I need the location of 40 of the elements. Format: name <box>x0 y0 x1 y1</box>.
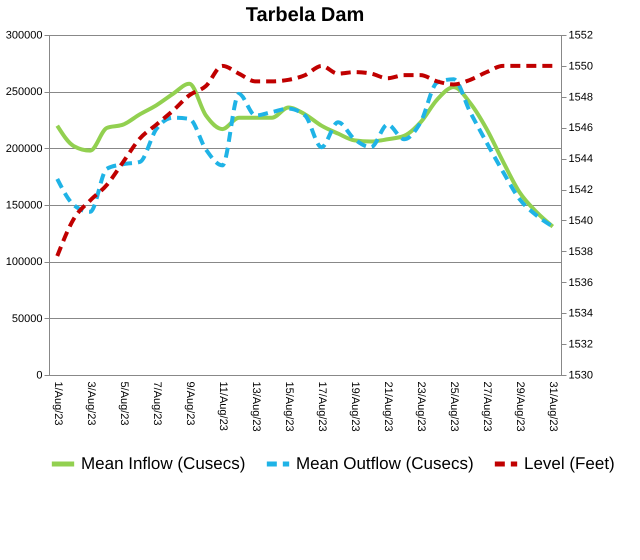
x-tick-label: 17/Aug/23 <box>316 382 328 432</box>
y2-tick-label: 1534 <box>568 308 593 320</box>
y2-tick-label: 1552 <box>568 30 593 42</box>
y-tick-label: 50000 <box>12 312 42 325</box>
x-tick-label: 21/Aug/23 <box>382 382 394 432</box>
y2-tick-label: 1544 <box>568 153 593 166</box>
y-tick-label: 0 <box>36 370 42 382</box>
x-tick-label: 7/Aug/23 <box>150 382 163 426</box>
chart-title: Tarbela Dam <box>246 4 364 26</box>
y2-tick-label: 1548 <box>568 91 593 104</box>
y2-tick-label: 1546 <box>568 122 593 134</box>
y-tick-label: 250000 <box>6 86 42 98</box>
y-tick-label: 150000 <box>6 200 42 212</box>
x-tick-label: 23/Aug/23 <box>415 382 428 432</box>
x-tick-label: 15/Aug/23 <box>282 382 295 432</box>
y2-tick-label: 1532 <box>568 338 593 351</box>
y-tick-label: 100000 <box>6 256 42 268</box>
x-tick-label: 3/Aug/23 <box>84 382 97 426</box>
x-tick-label: 9/Aug/23 <box>184 382 196 426</box>
x-tick-label: 31/Aug/23 <box>547 382 560 432</box>
x-tick-label: 11/Aug/23 <box>216 382 229 431</box>
x-tick-label: 13/Aug/23 <box>250 382 262 432</box>
y-tick-label: 200000 <box>6 142 42 155</box>
x-tick-label: 19/Aug/23 <box>349 382 362 432</box>
legend-label: Mean Inflow (Cusecs) <box>81 454 246 473</box>
x-tick-label: 29/Aug/23 <box>514 382 526 432</box>
x-tick-label: 27/Aug/23 <box>481 382 494 432</box>
y-tick-label: 300000 <box>6 30 42 42</box>
y2-tick-label: 1530 <box>568 370 593 382</box>
y2-tick-label: 1542 <box>568 184 593 196</box>
y2-tick-label: 1536 <box>568 276 593 289</box>
y2-tick-label: 1538 <box>568 246 593 258</box>
y2-tick-label: 1540 <box>568 214 593 227</box>
y2-tick-label: 1550 <box>568 60 593 72</box>
x-tick-label: 25/Aug/23 <box>448 382 460 432</box>
x-tick-label: 1/Aug/23 <box>52 382 64 426</box>
line-series <box>55 64 555 258</box>
legend-label: Mean Outflow (Cusecs) <box>296 454 474 473</box>
x-tick-label: 5/Aug/23 <box>118 382 130 426</box>
legend-label: Level (Feet) <box>524 454 615 473</box>
